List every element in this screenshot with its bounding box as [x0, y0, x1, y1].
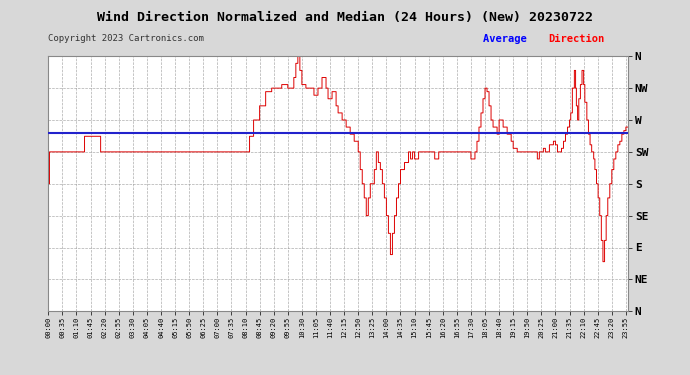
Text: Copyright 2023 Cartronics.com: Copyright 2023 Cartronics.com	[48, 34, 204, 43]
Text: Direction: Direction	[549, 34, 605, 44]
Text: Wind Direction Normalized and Median (24 Hours) (New) 20230722: Wind Direction Normalized and Median (24…	[97, 11, 593, 24]
Text: Average: Average	[483, 34, 533, 44]
